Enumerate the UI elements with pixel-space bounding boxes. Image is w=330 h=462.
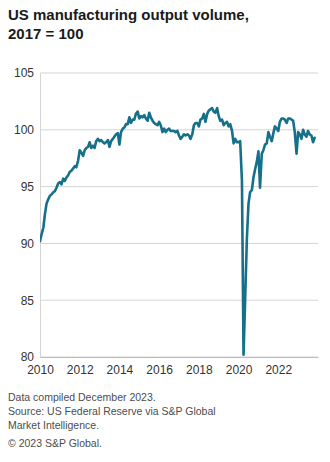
tick-label: 2018 xyxy=(186,363,213,377)
tick: 2012 xyxy=(67,357,94,377)
tick-label: 105 xyxy=(14,66,34,80)
tick-label: 85 xyxy=(21,294,35,308)
tick: 95 xyxy=(21,180,40,194)
grid-line xyxy=(40,73,318,74)
note: Source: US Federal Reserve via S&P Globa… xyxy=(8,405,216,417)
plot-area xyxy=(40,108,315,355)
tick: 2020 xyxy=(226,357,253,377)
title: US manufacturing output volume, xyxy=(8,6,249,23)
note: Market Intelligence. xyxy=(8,419,99,431)
grid xyxy=(40,73,318,357)
tick: 2010 xyxy=(27,357,54,377)
tick-label: 100 xyxy=(14,123,34,137)
grid-line xyxy=(40,357,318,358)
tick-label: 2020 xyxy=(226,363,253,377)
notes: Data compiled December 2023. Source: US F… xyxy=(8,391,216,449)
line xyxy=(40,108,315,355)
tick: 2014 xyxy=(107,357,134,377)
note: © 2023 S&P Global. xyxy=(8,437,102,449)
subtitle: 2017 = 100 xyxy=(8,25,84,42)
tick: 2016 xyxy=(146,357,173,377)
tick: 100 xyxy=(14,123,40,137)
x-axis: 2010 2012 2014 2016 2018 2020 2022 xyxy=(27,357,318,377)
axis-line xyxy=(41,357,319,358)
grid-line xyxy=(40,300,318,301)
axis-line xyxy=(40,74,41,358)
grid-line xyxy=(40,243,318,244)
tick-label: 2010 xyxy=(27,363,54,377)
grid-line xyxy=(40,186,318,187)
y-axis: 80859095100105 xyxy=(14,66,41,364)
tick-label: 2022 xyxy=(265,363,292,377)
tick: 105 xyxy=(14,66,40,80)
tick: 85 xyxy=(21,294,40,308)
tick: 2022 xyxy=(265,357,292,377)
tick: 2018 xyxy=(186,357,213,377)
tick-label: 2016 xyxy=(146,363,173,377)
tick-label: 2014 xyxy=(107,363,134,377)
chart: US manufacturing output volume, 2017 = 10… xyxy=(0,0,330,462)
tick-label: 95 xyxy=(21,180,35,194)
tick-label: 90 xyxy=(21,237,35,251)
tick: 90 xyxy=(21,237,40,251)
note: Data compiled December 2023. xyxy=(8,391,156,403)
tick-label: 2012 xyxy=(67,363,94,377)
